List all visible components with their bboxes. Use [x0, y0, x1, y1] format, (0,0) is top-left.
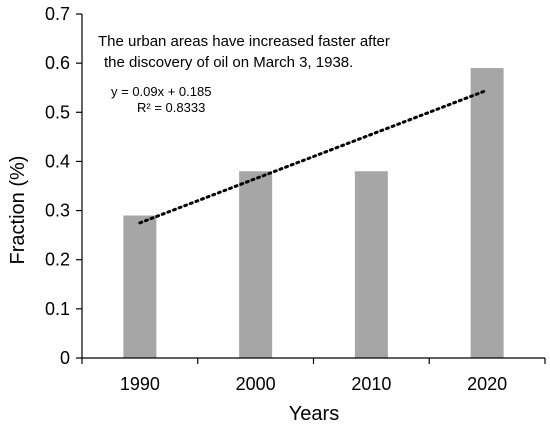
axes-group [76, 13, 546, 364]
trendline-r-squared: R² = 0.8333 [137, 100, 205, 115]
x-axis-title: Years [289, 403, 339, 425]
x-tick-label: 2020 [467, 374, 507, 394]
y-tick-label: 0.3 [45, 201, 70, 221]
bar-2020 [470, 68, 504, 359]
x-tick-label: 2010 [351, 374, 391, 394]
x-tick-label: 1990 [120, 374, 160, 394]
annotation-line-2: the discovery of oil on March 3, 1938. [104, 54, 353, 71]
trendline-equation: y = 0.09x + 0.185 [111, 84, 211, 99]
bars-group [123, 68, 504, 359]
y-tick-label: 0.5 [45, 102, 70, 122]
y-tick-labels: 0 0.1 0.2 0.3 0.4 0.5 0.6 0.7 [45, 4, 70, 368]
bar-1990 [123, 215, 157, 358]
bar-2010 [354, 171, 388, 358]
y-tick-label: 0.6 [45, 53, 70, 73]
annotation-line-1: The urban areas have increased faster af… [98, 33, 390, 50]
y-tick-label: 0.7 [45, 4, 70, 24]
x-tick-label: 2000 [236, 374, 276, 394]
y-tick-label: 0.4 [45, 151, 70, 171]
bar-2000 [239, 171, 273, 358]
y-axis-title: Fraction (%) [7, 156, 29, 265]
y-tick-label: 0 [60, 348, 70, 368]
y-tick-label: 0.2 [45, 250, 70, 270]
x-tick-labels: 1990 2000 2010 2020 [120, 374, 507, 394]
trendline [138, 88, 489, 225]
y-tick-label: 0.1 [45, 299, 70, 319]
